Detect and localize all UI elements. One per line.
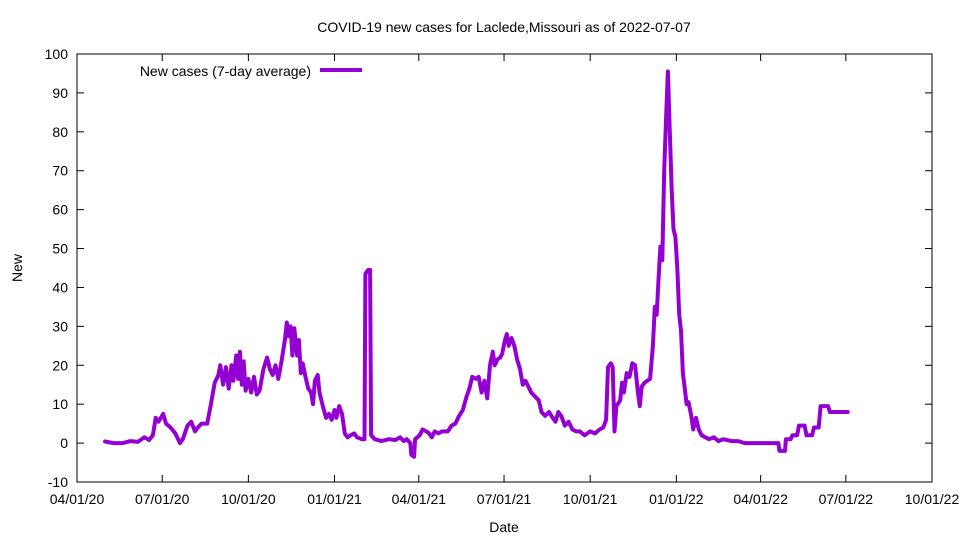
x-axis: 04/01/20 07/01/20 10/01/20 01/01/21 04/01/21…	[50, 54, 960, 507]
x-axis-title: Date	[489, 519, 519, 535]
x-tick-label: 01/01/22	[649, 491, 704, 507]
legend-label: New cases (7-day average)	[140, 63, 311, 79]
y-tick-label: 80	[52, 124, 68, 140]
y-axis: -10 0 10 20 30 40 50 60 70 80 90 100	[45, 46, 932, 490]
y-axis-title: New	[9, 253, 25, 282]
series-line	[103, 69, 850, 459]
legend: New cases (7-day average)	[140, 63, 362, 79]
x-tick-label: 10/01/21	[563, 491, 618, 507]
x-tick-label: 04/01/21	[392, 491, 447, 507]
y-tick-label: 40	[52, 279, 68, 295]
y-tick-label: 100	[45, 46, 69, 62]
y-tick-label: 60	[52, 202, 68, 218]
x-tick-label: 07/01/20	[135, 491, 190, 507]
y-tick-label: 20	[52, 357, 68, 373]
y-tick-label: 70	[52, 163, 68, 179]
y-tick-label: 50	[52, 241, 68, 257]
chart-title: COVID-19 new cases for Laclede,Missouri …	[317, 19, 691, 35]
y-tick-label: 30	[52, 318, 68, 334]
x-tick-label: 07/01/21	[477, 491, 532, 507]
y-tick-label: 0	[60, 435, 68, 451]
x-tick-label: 10/01/20	[221, 491, 276, 507]
series-layer	[103, 69, 850, 459]
y-tick-label: 90	[52, 85, 68, 101]
x-tick-label: 04/01/20	[50, 491, 105, 507]
y-tick-label: -10	[48, 474, 68, 490]
x-tick-label: 01/01/21	[307, 491, 362, 507]
x-tick-label: 10/01/22	[905, 491, 960, 507]
plot-frame	[76, 53, 933, 483]
y-tick-label: 10	[52, 396, 68, 412]
x-tick-label: 07/01/22	[819, 491, 874, 507]
x-tick-label: 04/01/22	[733, 491, 788, 507]
